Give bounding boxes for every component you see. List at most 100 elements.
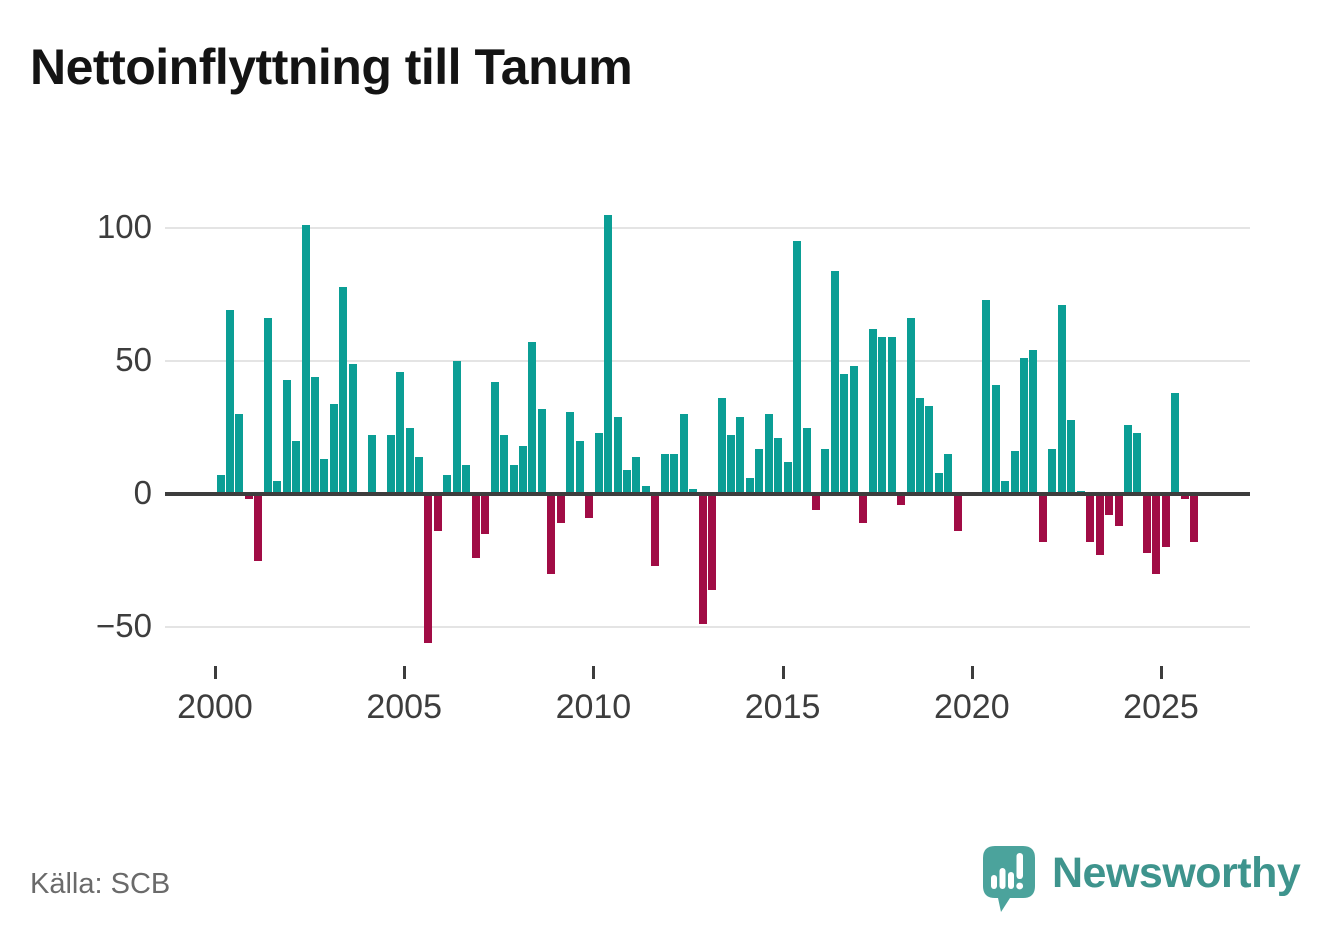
bar-positive <box>764 414 773 494</box>
bar-positive <box>575 440 584 494</box>
bar-negative <box>585 494 594 518</box>
bar-positive <box>793 241 802 494</box>
bar-positive <box>1067 419 1076 494</box>
bar-positive <box>235 414 244 494</box>
bar-positive <box>604 214 613 494</box>
bar-positive <box>1029 350 1038 494</box>
bar-negative <box>1038 494 1047 542</box>
bar-negative <box>1095 494 1104 556</box>
bar-positive <box>726 435 735 494</box>
bar-positive <box>462 464 471 494</box>
bar-positive <box>887 337 896 494</box>
bar-positive <box>774 438 783 494</box>
newsworthy-logo-text: Newsworthy <box>1052 849 1301 897</box>
bar-negative <box>1190 494 1199 542</box>
y-axis-label: −50 <box>96 607 152 644</box>
bar-positive <box>1171 392 1180 494</box>
bar-positive <box>1057 305 1066 494</box>
bar-positive <box>301 225 310 494</box>
zero-axis-line <box>165 492 1250 496</box>
bar-negative <box>1105 494 1114 516</box>
bar-positive <box>670 454 679 494</box>
bar-positive <box>452 361 461 494</box>
bar-positive <box>679 414 688 494</box>
bar-negative <box>897 494 906 505</box>
bar-positive <box>594 432 603 494</box>
newsworthy-logo-icon <box>983 846 1035 912</box>
gridline-y50 <box>165 360 1250 362</box>
bar-positive <box>518 446 527 494</box>
bar-negative <box>812 494 821 510</box>
bar-negative <box>859 494 868 524</box>
bar-positive <box>1123 424 1132 494</box>
bar-positive <box>613 416 622 494</box>
bar-positive <box>311 376 320 494</box>
bar-positive <box>1048 448 1057 494</box>
x-axis-label-2010: 2010 <box>555 688 632 726</box>
bar-positive <box>1010 451 1019 494</box>
bar-positive <box>878 337 887 494</box>
source-note: Källa: SCB <box>30 868 171 900</box>
y-axis-label: 50 <box>115 341 152 378</box>
bar-negative <box>424 494 433 643</box>
bar-positive <box>717 398 726 494</box>
bar-positive <box>216 475 225 494</box>
bar-positive <box>660 454 669 494</box>
bar-positive <box>916 398 925 494</box>
bar-negative <box>1161 494 1170 548</box>
bar-negative <box>1142 494 1151 553</box>
bar-negative <box>708 494 717 590</box>
bar-positive <box>320 459 329 494</box>
bar-positive <box>906 318 915 494</box>
bar-negative <box>556 494 565 524</box>
bar-positive <box>528 342 537 494</box>
bar-positive <box>849 366 858 494</box>
bar-positive <box>292 440 301 494</box>
bar-positive <box>273 480 282 494</box>
bar-negative <box>698 494 707 625</box>
bar-positive <box>755 448 764 494</box>
x-axis-label-2025: 2025 <box>1123 688 1199 726</box>
x-axis-tick-2025 <box>1160 666 1163 679</box>
x-axis-tick-2005 <box>403 666 407 679</box>
bar-positive <box>840 374 849 494</box>
bar-negative <box>953 494 962 532</box>
bar-positive <box>405 427 414 494</box>
x-axis-tick-2000 <box>214 666 217 679</box>
bar-negative <box>471 494 480 558</box>
bar-positive <box>944 454 953 494</box>
bar-negative <box>651 494 660 566</box>
newsworthy-logo: Newsworthy <box>983 846 1301 914</box>
x-axis-tick-2015 <box>781 666 785 679</box>
bar-negative <box>481 494 490 534</box>
bar-positive <box>537 408 546 494</box>
bar-positive <box>736 416 745 494</box>
bar-positive <box>282 379 291 494</box>
x-axis-label-2005: 2005 <box>366 688 442 726</box>
bar-positive <box>745 478 754 494</box>
bar-negative <box>1180 494 1189 500</box>
bar-positive <box>802 427 811 494</box>
gridline-y-50 <box>165 626 1250 628</box>
bar-positive <box>509 464 518 494</box>
bar-positive <box>396 371 405 494</box>
bar-positive <box>263 318 272 494</box>
bar-positive <box>339 286 348 494</box>
bar-negative <box>547 494 556 574</box>
x-axis-tick-2010 <box>592 666 596 679</box>
bar-positive <box>1020 358 1028 494</box>
bar-positive <box>566 411 575 494</box>
bar-positive <box>386 435 395 494</box>
y-axis-label: 100 <box>96 208 152 245</box>
bar-positive <box>367 435 376 494</box>
bar-positive <box>1001 480 1010 494</box>
bar-positive <box>821 448 830 494</box>
bar-positive <box>982 299 991 494</box>
bar-positive <box>641 486 650 494</box>
bar-positive <box>783 462 792 494</box>
x-axis-tick-2020 <box>970 666 974 679</box>
chart-title: Nettoinflyttning till Tanum <box>30 39 633 95</box>
y-axis-label: 0 <box>133 474 152 511</box>
x-axis-label-2015: 2015 <box>744 688 821 726</box>
